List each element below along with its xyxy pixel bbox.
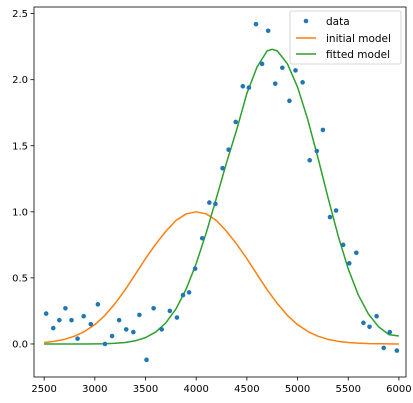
data-point (180, 292, 186, 298)
y-tick-label: 2.5 (12, 9, 28, 20)
data-point (387, 329, 393, 335)
data-point (233, 119, 239, 125)
axes-frame (33, 6, 407, 378)
data-point (354, 250, 359, 256)
y-tick-label: 2.0 (12, 75, 28, 86)
legend: data initial model fitted model (289, 10, 402, 65)
axis-ticks: 2500 3000 3500 4000 4500 5000 5500 6000 0.0 0.5 1.… (12, 9, 412, 395)
legend-box (289, 10, 402, 65)
data-point (293, 68, 298, 73)
data-point (327, 214, 333, 220)
data-point (159, 327, 165, 332)
legend-label-fitted-model: fitted model (326, 49, 390, 61)
y-tick-label: 0.0 (12, 339, 28, 350)
legend-label-initial-model: initial model (326, 33, 391, 45)
data-point (272, 81, 278, 86)
data-point (174, 315, 180, 320)
data-point (374, 313, 379, 319)
legend-label-data: data (326, 16, 350, 28)
x-tick-label: 4000 (183, 384, 208, 395)
x-tick-label: 4500 (234, 384, 259, 395)
data-point (88, 321, 94, 327)
data-point (259, 61, 265, 67)
data-point (361, 320, 366, 326)
data-point (43, 311, 49, 316)
data-point (240, 83, 246, 89)
data-point (246, 85, 252, 90)
data-point (109, 333, 115, 339)
data-point (314, 148, 320, 154)
data-point (116, 317, 122, 323)
data-point (300, 80, 305, 85)
data-point (167, 308, 173, 314)
data-point (367, 324, 372, 330)
data-point (220, 165, 225, 171)
data-point (131, 329, 136, 335)
y-tick-label: 1.0 (12, 207, 28, 218)
data-point (102, 341, 108, 347)
y-tick-label: 0.5 (12, 273, 28, 284)
data-point (320, 127, 326, 133)
x-tick-label: 5000 (285, 384, 310, 395)
x-tick-label: 3500 (133, 384, 158, 395)
data-point (207, 200, 212, 205)
series-line-fitted-model (44, 48, 400, 345)
series-line-initial-model (44, 211, 399, 345)
data-point (151, 305, 156, 311)
data-point (81, 313, 86, 319)
plot-area (43, 21, 400, 363)
data-point (333, 208, 339, 213)
data-point (192, 266, 198, 271)
data-point (213, 201, 218, 207)
data-point (137, 312, 142, 318)
y-tick-label: 1.5 (12, 141, 28, 152)
data-point (307, 157, 313, 163)
data-point (199, 235, 205, 241)
data-point (346, 261, 352, 266)
x-tick-label: 3000 (82, 384, 107, 395)
data-point (340, 242, 346, 248)
data-point (186, 290, 192, 295)
data-point (123, 327, 129, 332)
data-point (280, 65, 285, 71)
data-point (57, 317, 62, 323)
data-point (69, 317, 74, 323)
x-tick-label: 5500 (335, 384, 360, 395)
x-tick-label: 6000 (386, 384, 411, 395)
data-point (226, 147, 231, 153)
data-point (144, 357, 149, 363)
data-point (75, 336, 80, 341)
data-point (63, 305, 68, 311)
data-point (265, 28, 271, 34)
legend-marker-data (303, 18, 309, 24)
data-point (287, 98, 292, 104)
data-point (95, 302, 101, 307)
data-point (394, 348, 400, 353)
x-tick-label: 2500 (31, 384, 56, 395)
data-point (381, 345, 387, 351)
data-point (253, 21, 259, 27)
data-point (50, 325, 56, 331)
